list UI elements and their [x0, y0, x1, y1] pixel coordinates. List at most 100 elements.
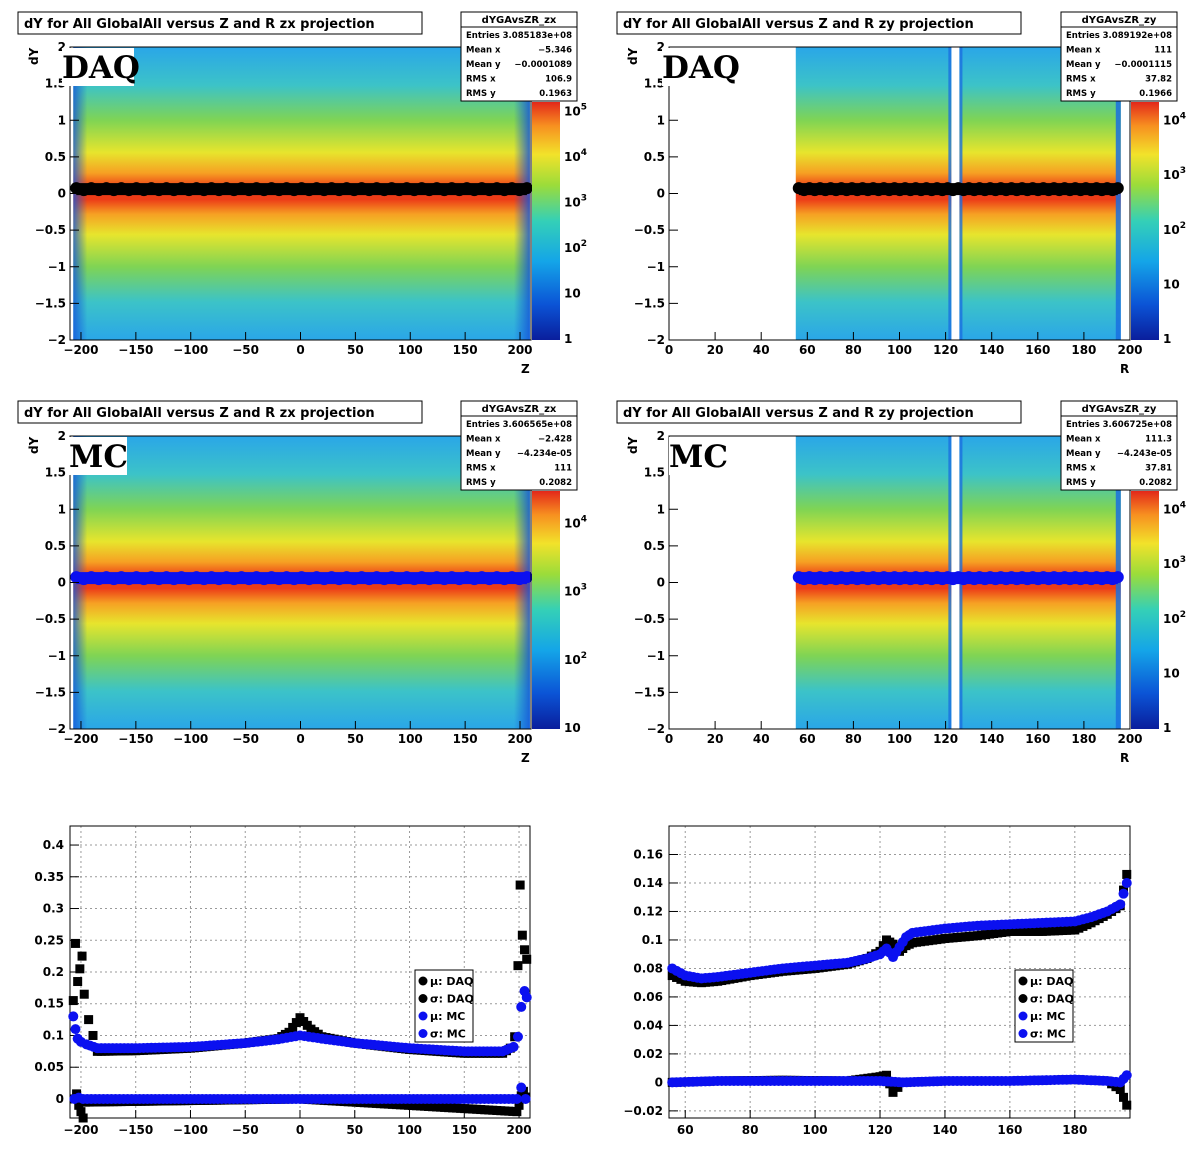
y-tick-label: 1	[58, 502, 66, 516]
data-point	[512, 1107, 522, 1117]
stats-key: Mean y	[466, 449, 501, 459]
x-tick-label: 150	[452, 1123, 477, 1137]
stats-value: −0.0001089	[514, 60, 572, 70]
series-2	[69, 1082, 531, 1104]
legend-marker	[418, 1029, 428, 1038]
x-tick-label: −100	[173, 732, 208, 746]
stats-key: Mean y	[1066, 449, 1101, 459]
colz-tick-label: 104	[564, 148, 587, 164]
title-frame	[616, 11, 1022, 35]
legend-marker	[1018, 976, 1028, 986]
colz-tick-label: 1	[564, 332, 572, 346]
colorbar	[532, 102, 560, 340]
data-point	[520, 1093, 531, 1104]
y-axis-label: dY	[626, 436, 640, 454]
y-tick-label: 0.1	[642, 933, 663, 947]
legend-marker	[418, 976, 428, 986]
stats-value: 3.085183e+08	[503, 31, 572, 41]
y-tick-label: 1.5	[644, 466, 665, 480]
data-point	[508, 1041, 519, 1052]
y-tick-label: −2	[647, 722, 665, 736]
data-point	[515, 880, 525, 890]
y-tick-label: 0.15	[34, 997, 64, 1011]
x-tick-label: 160	[997, 1123, 1022, 1137]
x-tick-label: 20	[707, 732, 724, 746]
data-point	[514, 1100, 524, 1110]
colz-tick-label: 10	[564, 721, 581, 735]
x-tick-label: 80	[845, 732, 862, 746]
y-tick-label: 0.5	[644, 539, 665, 553]
y-tick-label: −0.02	[623, 1104, 663, 1118]
plot-title: dY for All GlobalAll versus Z and R zx p…	[24, 17, 375, 32]
stats-key: Entries	[466, 420, 500, 430]
data-point	[84, 1015, 94, 1025]
x-tick-label: 100	[397, 1123, 422, 1137]
sample-label-bg	[62, 48, 134, 86]
sample-label-bg	[669, 437, 727, 475]
stats-key: Entries	[1066, 420, 1100, 430]
data-point	[888, 1087, 898, 1097]
legend-marker	[1018, 994, 1028, 1003]
colz-tick-label: 10	[1163, 277, 1180, 291]
stats-value: −4.234e-05	[517, 449, 572, 459]
y-tick-label: −2	[48, 333, 66, 347]
data-point	[521, 992, 532, 1003]
plot-title-box: dY for All GlobalAll versus Z and R zx p…	[17, 11, 423, 35]
colz-tick-label: 104	[1163, 501, 1186, 517]
y-tick-label: 0.08	[633, 961, 663, 975]
x-tick-label: 140	[932, 1123, 957, 1137]
legend-marker	[1018, 1029, 1028, 1038]
x-axis-label: R	[1120, 362, 1129, 376]
y-tick-label: 0.16	[633, 847, 663, 861]
colz-tick-label: 102	[1163, 610, 1186, 626]
series-3	[68, 986, 532, 1057]
stats-key: RMS x	[1066, 75, 1096, 85]
stats-key: RMS x	[466, 75, 496, 85]
data-point	[1115, 899, 1126, 910]
x-tick-label: 180	[1071, 343, 1096, 357]
y-tick-label: 0	[657, 187, 665, 201]
x-tick-label: 0	[296, 343, 304, 357]
data-point	[68, 1011, 79, 1022]
plot-title: dY for All GlobalAll versus Z and R zy p…	[623, 406, 974, 421]
legend-label: μ: MC	[430, 1010, 465, 1023]
y-tick-label: −2	[647, 333, 665, 347]
stats-value: 37.82	[1145, 75, 1172, 85]
x-tick-label: 140	[979, 343, 1004, 357]
x-tick-label: 150	[453, 732, 478, 746]
data-point	[288, 1022, 298, 1032]
plot-title-box: dY for All GlobalAll versus Z and R zy p…	[616, 11, 1022, 35]
y-tick-label: 0.06	[633, 990, 663, 1004]
stats-name: dYGAvsZR_zy	[1082, 404, 1157, 415]
y-tick-label: 0.14	[633, 876, 663, 890]
x-tick-label: −50	[232, 343, 259, 357]
stats-key: Mean x	[1066, 435, 1101, 445]
colz-tick-label: 103	[1163, 166, 1186, 182]
y-tick-label: 1	[657, 113, 665, 127]
x-tick-label: 140	[979, 732, 1004, 746]
x-tick-label: −100	[173, 343, 208, 357]
profile-point	[520, 571, 533, 584]
data-point	[516, 1082, 527, 1093]
y-tick-label: 2	[58, 429, 66, 443]
x-tick-label: −200	[63, 732, 98, 746]
y-tick-label: 1	[58, 113, 66, 127]
colorbar	[532, 491, 560, 729]
y-tick-label: 0	[58, 187, 66, 201]
data-point	[512, 1031, 523, 1042]
data-point	[74, 1100, 84, 1110]
colz-tick-label: 102	[564, 651, 587, 667]
x-tick-label: 40	[753, 732, 770, 746]
stats-key: Mean y	[1066, 60, 1101, 70]
x-tick-label: 120	[933, 732, 958, 746]
data-point	[76, 1107, 86, 1117]
x-tick-label: 50	[346, 1123, 363, 1137]
legend-label: σ: MC	[1030, 1028, 1066, 1041]
sample-label-bg	[69, 437, 127, 475]
legend-label: μ: DAQ	[430, 975, 473, 988]
stats-value: 111	[1154, 46, 1172, 56]
y-tick-label: −2	[48, 722, 66, 736]
